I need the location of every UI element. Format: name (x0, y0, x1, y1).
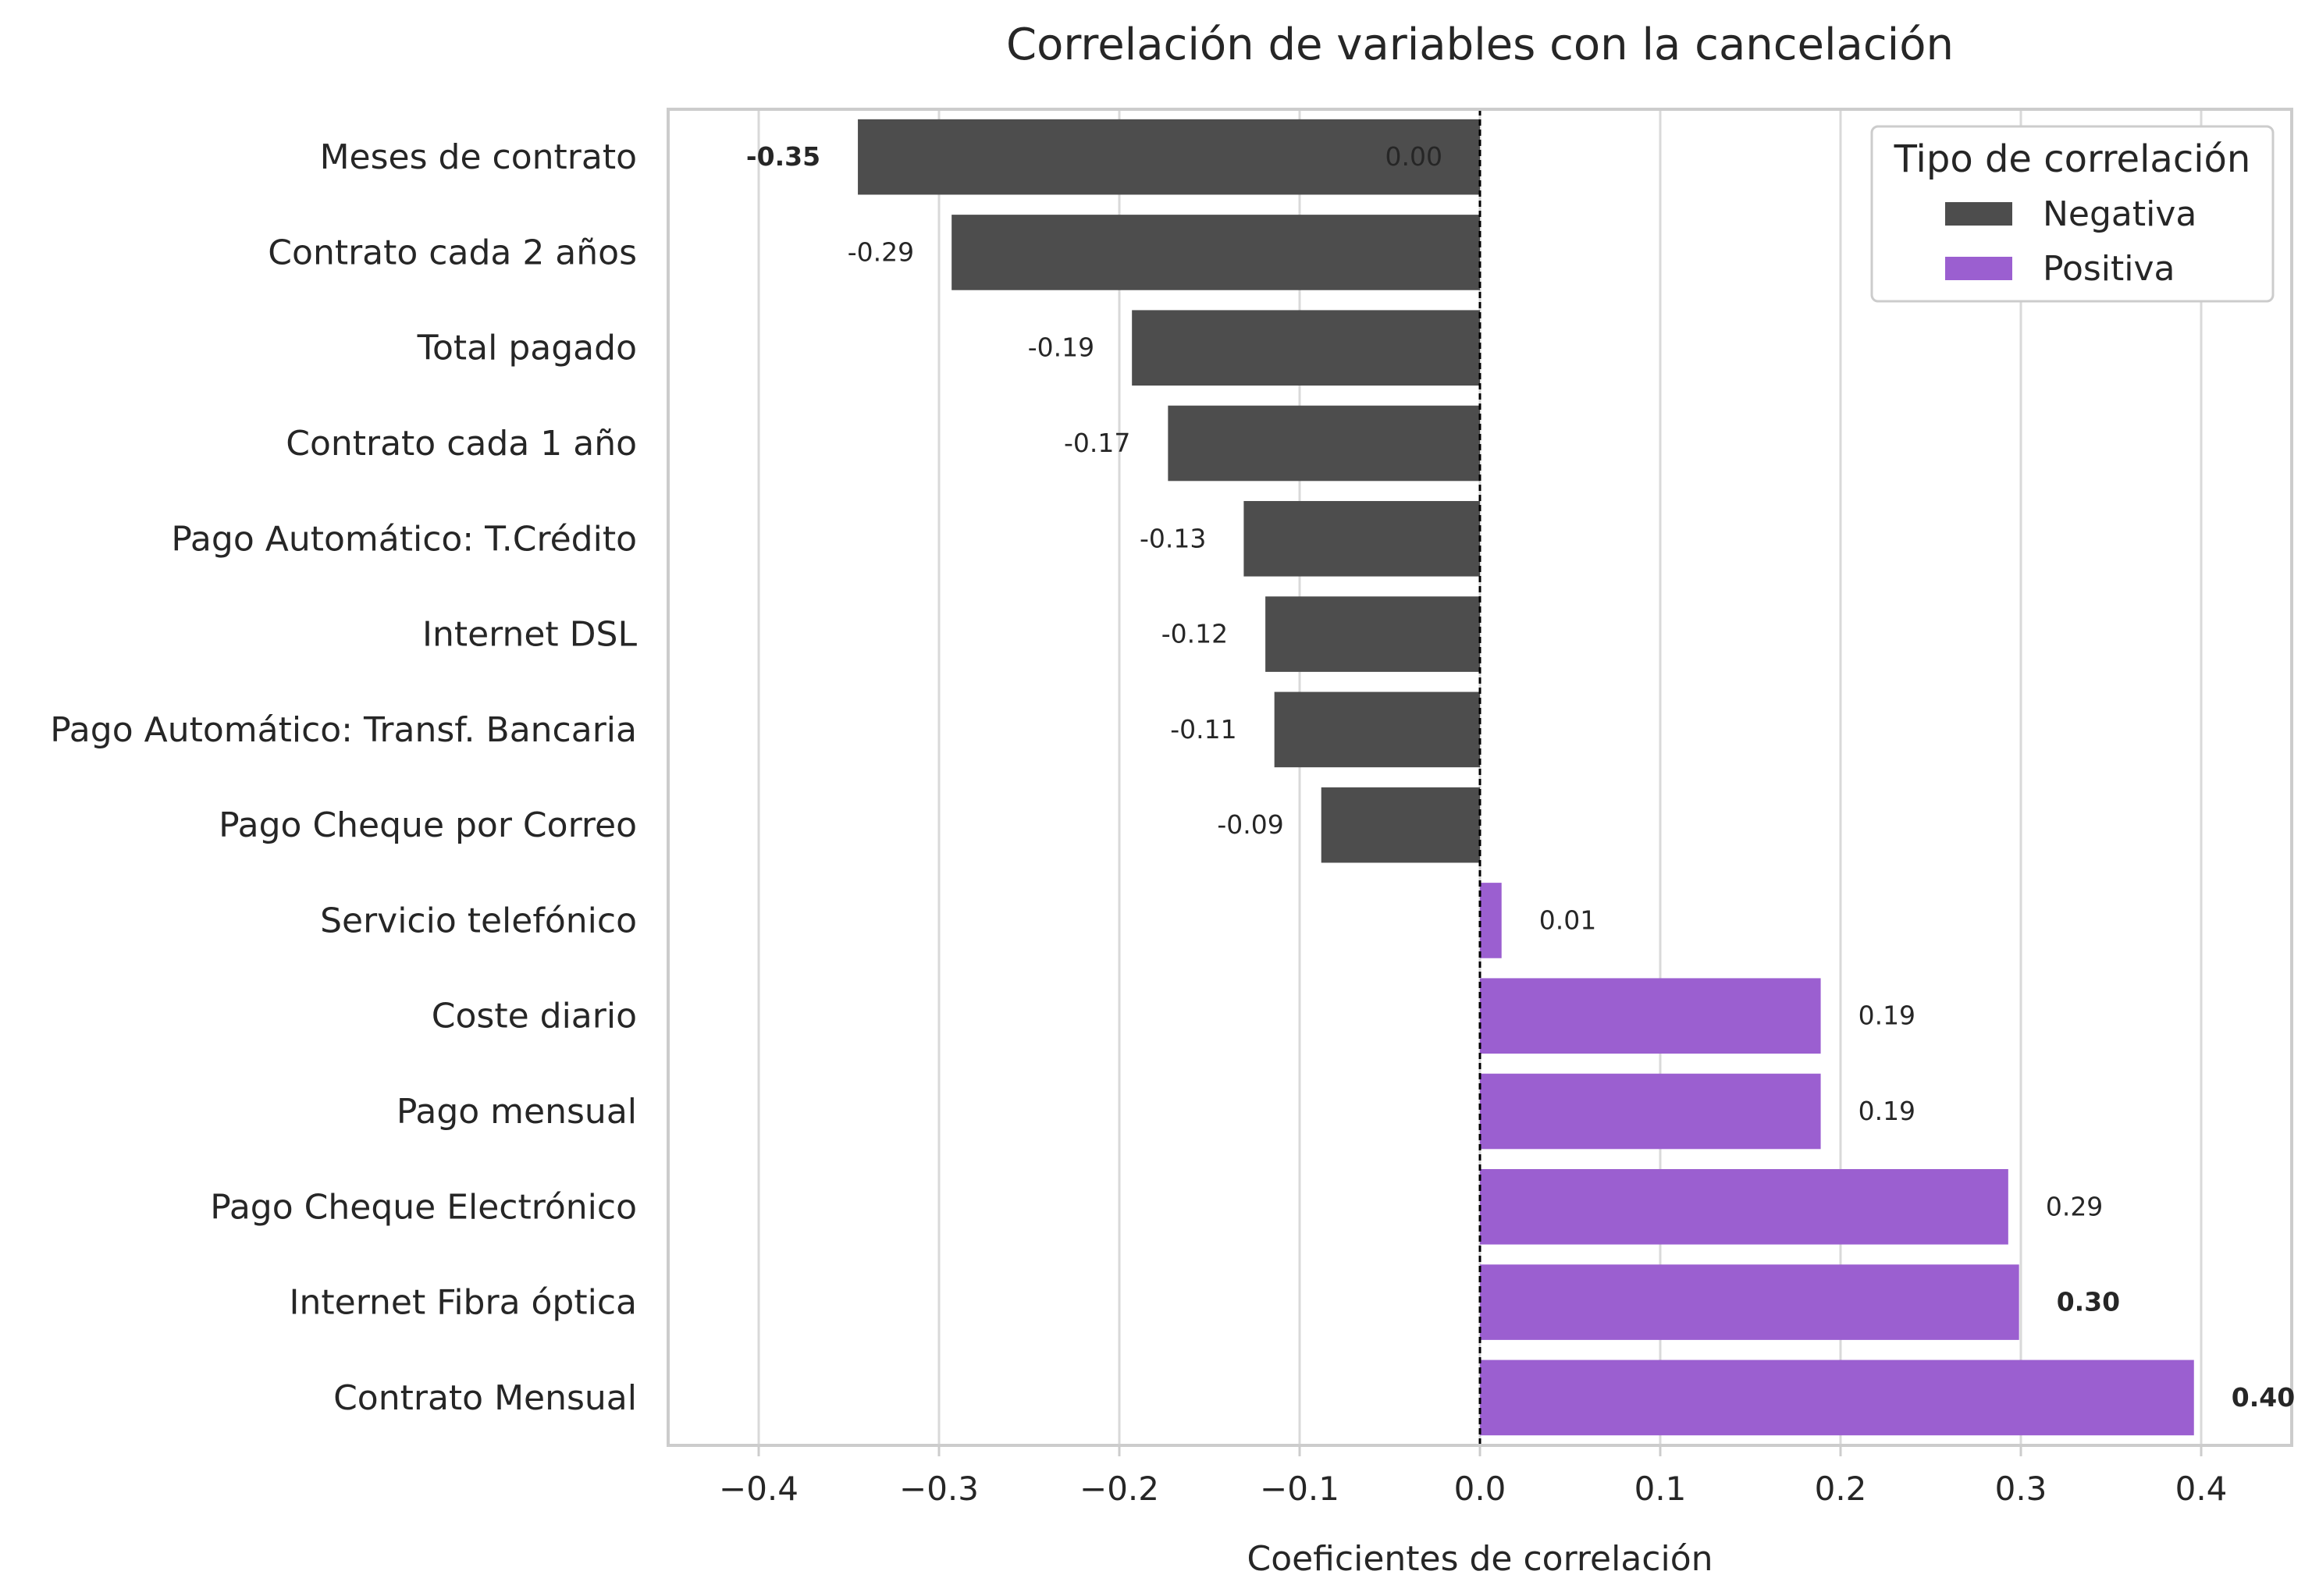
x-axis-title: Coeficientes de correlación (1247, 1539, 1713, 1579)
x-tick-label: 0.3 (1995, 1470, 2047, 1508)
data-label: -0.19 (1028, 332, 1094, 363)
category-label: Pago Cheque Electrónico (210, 1187, 637, 1227)
category-label: Coste diario (432, 997, 637, 1036)
bar (1480, 1168, 2008, 1245)
data-labels: -0.35 -0.29 -0.19 -0.17 -0.13 -0.12 -0.11 -0.09… (746, 141, 2295, 1413)
category-label: Contrato cada 2 años (268, 233, 637, 272)
x-tick-labels: −0.4 −0.3 −0.2 −0.1 0.0 0.1 0.2 0.3 0.4 (719, 1470, 2227, 1508)
bar (1243, 500, 1480, 577)
data-label: 0.30 (2057, 1287, 2120, 1317)
data-label: 0.40 (2232, 1382, 2295, 1413)
category-label: Internet Fibra óptica (290, 1283, 637, 1323)
x-tick-label: −0.4 (719, 1470, 799, 1508)
data-label: 0.29 (2046, 1191, 2103, 1221)
data-label: 0.19 (1858, 1096, 1915, 1126)
data-label: -0.09 (1217, 809, 1283, 840)
legend: Tipo de correlación Negativa Positiva (1870, 125, 2275, 303)
bar (951, 215, 1480, 290)
bar (1480, 978, 1821, 1054)
x-tick-label: −0.3 (899, 1470, 979, 1508)
category-label: Internet DSL (422, 615, 638, 655)
legend-title: Tipo de correlación (1894, 137, 2251, 181)
category-label: Servicio telefónico (320, 901, 637, 940)
data-label: -0.13 (1140, 523, 1206, 553)
bar (1480, 883, 1502, 958)
data-label-zero: 0.00 (1385, 141, 1442, 172)
x-tick-label: −0.2 (1080, 1470, 1159, 1508)
legend-swatch-negativa (1945, 202, 2012, 226)
category-label: Pago mensual (397, 1092, 637, 1132)
plot-frame (667, 108, 2293, 1447)
category-label: Pago Automático: T.Crédito (171, 519, 637, 559)
data-label: -0.17 (1064, 428, 1130, 458)
category-label: Pago Cheque por Correo (219, 805, 637, 845)
bars (858, 119, 2194, 1436)
category-label: Total pagado (417, 329, 637, 368)
bar (1480, 1360, 2194, 1436)
data-label: -0.11 (1170, 714, 1236, 745)
bar (1480, 1264, 2019, 1340)
x-tick-label: 0.0 (1454, 1470, 1506, 1508)
x-tick-label: 0.2 (1815, 1470, 1867, 1508)
category-label: Contrato Mensual (333, 1378, 637, 1418)
bar (1274, 691, 1480, 768)
bar (858, 119, 1480, 195)
x-tick-label: −0.1 (1260, 1470, 1339, 1508)
bar (1321, 787, 1480, 863)
bar (1132, 310, 1480, 386)
x-tick-label: 0.1 (1634, 1470, 1687, 1508)
data-label: 0.19 (1858, 1001, 1915, 1031)
data-label: -0.12 (1161, 619, 1228, 649)
bar (1168, 405, 1480, 482)
legend-label-negativa: Negativa (2043, 194, 2196, 234)
category-label: Contrato cada 1 año (286, 424, 637, 464)
bar (1265, 596, 1480, 672)
chart-title: Correlación de variables con la cancelac… (1006, 20, 1954, 70)
data-label: 0.01 (1539, 905, 1596, 935)
bar (1480, 1073, 1821, 1150)
category-label: Pago Automático: Transf. Bancaria (50, 710, 637, 750)
category-labels: Meses de contrato Contrato cada 2 años Tot… (50, 137, 637, 1418)
category-label: Meses de contrato (320, 137, 637, 177)
data-label: -0.29 (848, 236, 914, 267)
x-tick-label: 0.4 (2175, 1470, 2228, 1508)
legend-swatch-positiva (1945, 257, 2012, 280)
data-label: -0.35 (746, 141, 820, 172)
legend-label-positiva: Positiva (2043, 249, 2175, 289)
